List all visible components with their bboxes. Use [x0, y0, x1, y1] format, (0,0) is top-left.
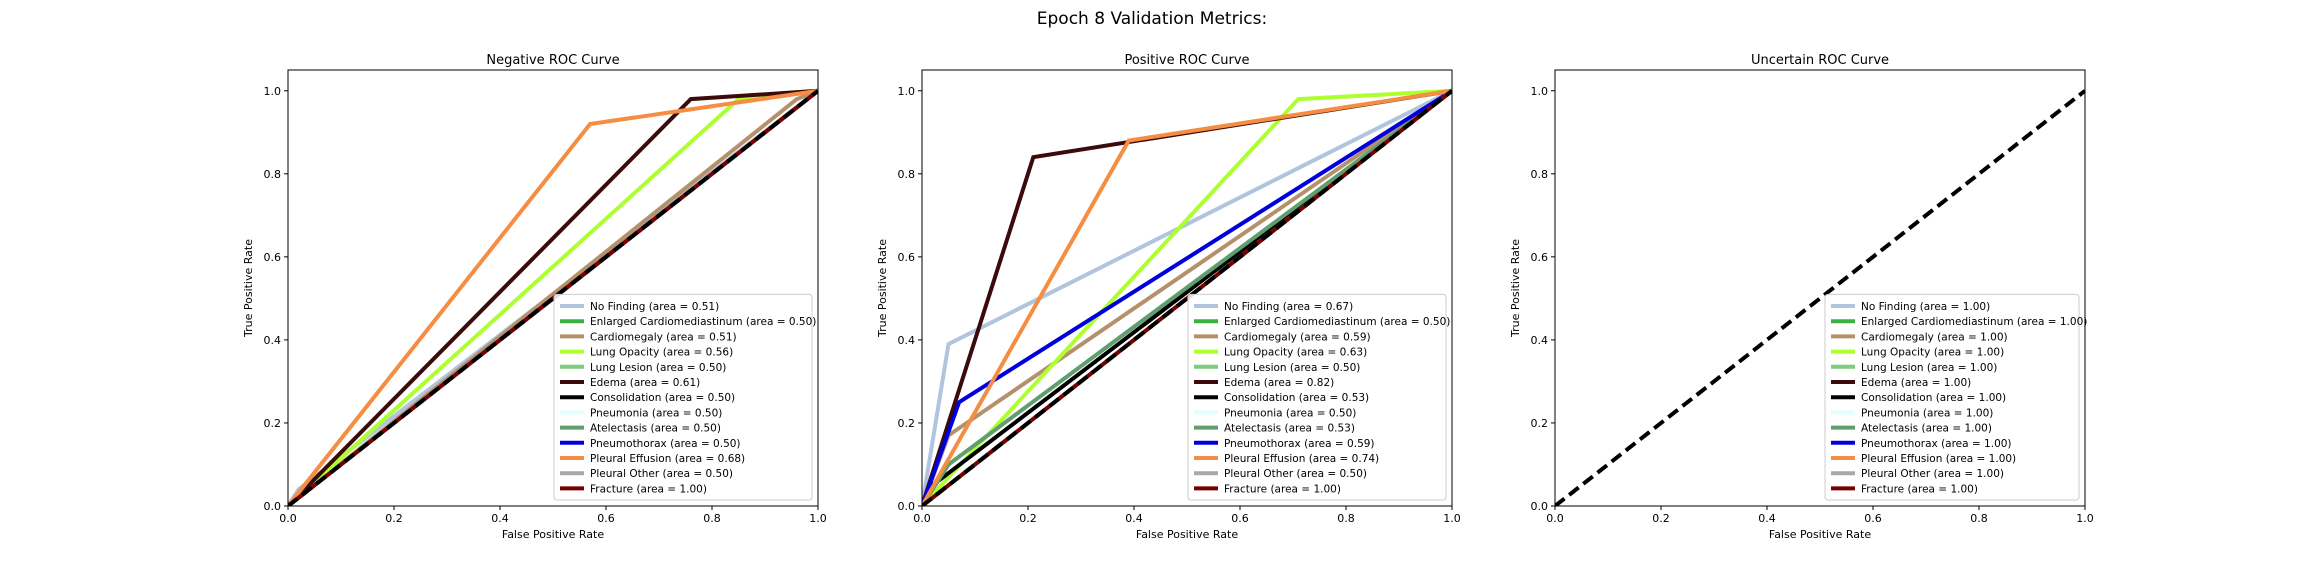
x-tick-label: 0.4 — [1125, 512, 1143, 525]
y-tick-label: 0.2 — [1531, 417, 1549, 430]
legend-entry: Lung Opacity (area = 1.00) — [1861, 347, 2004, 359]
y-tick-label: 1.0 — [1531, 85, 1549, 98]
legend: No Finding (area = 0.51) Enlarged Cardiom… — [554, 294, 816, 500]
y-tick-label: 0.4 — [264, 334, 282, 347]
x-tick-label: 0.6 — [597, 512, 615, 525]
legend-entry: Consolidation (area = 1.00) — [1861, 392, 2006, 404]
legend-entry: Edema (area = 1.00) — [1861, 377, 1971, 389]
x-tick-label: 0.4 — [491, 512, 509, 525]
legend-entry: Lung Opacity (area = 0.56) — [590, 347, 733, 359]
legend-entry: Pleural Other (area = 0.50) — [1224, 468, 1367, 480]
x-tick-label: 0.2 — [385, 512, 403, 525]
legend-entry: Lung Lesion (area = 1.00) — [1861, 362, 1997, 374]
chart-1: Negative ROC Curve 0.00.0 0.2 0.2 0.4 0.4 0.6 0… — [242, 53, 827, 541]
y-tick-label: 0.0 — [898, 500, 916, 513]
legend-entry: Fracture (area = 1.00) — [1224, 483, 1341, 495]
legend-entry: Lung Opacity (area = 0.63) — [1224, 347, 1367, 359]
legend-entry: Pleural Effusion (area = 1.00) — [1861, 453, 2016, 465]
y-tick-label: 0.2 — [898, 417, 916, 430]
chart-title: Uncertain ROC Curve — [1751, 53, 1889, 68]
legend-entry: Fracture (area = 1.00) — [590, 483, 707, 495]
x-axis-label: False Positive Rate — [502, 528, 604, 541]
x-tick-label: 1.0 — [809, 512, 827, 525]
legend-entry: Pneumonia (area = 0.50) — [1224, 407, 1356, 419]
legend-entry: Pneumothorax (area = 0.59) — [1224, 438, 1375, 450]
legend-entry: Pleural Other (area = 1.00) — [1861, 468, 2004, 480]
x-tick-label: 0.0 — [1546, 512, 1564, 525]
y-tick-label: 0.4 — [898, 334, 916, 347]
y-axis-label: True Positive Rate — [876, 239, 889, 338]
x-tick-label: 0.8 — [703, 512, 721, 525]
x-tick-label: 0.6 — [1231, 512, 1249, 525]
x-tick-label: 0.2 — [1019, 512, 1037, 525]
legend-entry: Atelectasis (area = 0.50) — [590, 423, 721, 435]
legend-entry: Pleural Effusion (area = 0.74) — [1224, 453, 1379, 465]
x-axis-label: False Positive Rate — [1136, 528, 1238, 541]
x-tick-label: 0.8 — [1970, 512, 1988, 525]
legend-entry: Pleural Effusion (area = 0.68) — [590, 453, 745, 465]
y-tick-label: 1.0 — [264, 85, 282, 98]
x-tick-label: 0.2 — [1652, 512, 1670, 525]
legend-entry: Atelectasis (area = 0.53) — [1224, 423, 1355, 435]
y-tick-label: 1.0 — [898, 85, 916, 98]
legend-entry: Cardiomegaly (area = 0.51) — [590, 331, 737, 343]
figure-title: Epoch 8 Validation Metrics: — [1037, 9, 1267, 29]
legend-entry: Cardiomegaly (area = 0.59) — [1224, 331, 1371, 343]
legend: No Finding (area = 0.67) Enlarged Cardiom… — [1188, 294, 1450, 500]
y-tick-label: 0.6 — [898, 251, 916, 264]
chart-title: Positive ROC Curve — [1124, 53, 1249, 68]
legend-entry: Pneumothorax (area = 0.50) — [590, 438, 741, 450]
legend-entry: Edema (area = 0.82) — [1224, 377, 1334, 389]
chart-title: Negative ROC Curve — [486, 53, 619, 68]
legend-entry: Edema (area = 0.61) — [590, 377, 700, 389]
legend-entry: Lung Lesion (area = 0.50) — [590, 362, 726, 374]
x-tick-label: 1.0 — [2076, 512, 2094, 525]
legend-entry: Enlarged Cardiomediastinum (area = 0.50) — [1224, 316, 1450, 328]
y-tick-label: 0.4 — [1531, 334, 1549, 347]
y-tick-label: 0.2 — [264, 417, 282, 430]
legend-entry: No Finding (area = 0.51) — [590, 301, 719, 313]
x-tick-label: 0.0 — [913, 512, 931, 525]
legend-entry: Pneumothorax (area = 1.00) — [1861, 438, 2012, 450]
legend-entry: Cardiomegaly (area = 1.00) — [1861, 331, 2008, 343]
legend: No Finding (area = 1.00) Enlarged Cardiom… — [1825, 294, 2087, 500]
legend-entry: Pneumonia (area = 1.00) — [1861, 407, 1993, 419]
legend-entry: Enlarged Cardiomediastinum (area = 0.50) — [590, 316, 816, 328]
legend-entry: Consolidation (area = 0.50) — [590, 392, 735, 404]
legend-entry: Consolidation (area = 0.53) — [1224, 392, 1369, 404]
legend-entry: Lung Lesion (area = 0.50) — [1224, 362, 1360, 374]
legend-entry: Atelectasis (area = 1.00) — [1861, 423, 1992, 435]
legend-entry: No Finding (area = 1.00) — [1861, 301, 1990, 313]
chart-2: Positive ROC Curve 0.00.0 0.2 0.2 0.4 0.4 0.6 0… — [876, 53, 1461, 541]
y-tick-label: 0.0 — [264, 500, 282, 513]
legend-entry: Fracture (area = 1.00) — [1861, 483, 1978, 495]
charts-container: Negative ROC Curve0.00.00.20.20.40.40.60… — [242, 53, 2094, 541]
x-tick-label: 0.8 — [1337, 512, 1355, 525]
legend-entry: Pneumonia (area = 0.50) — [590, 407, 722, 419]
x-axis-label: False Positive Rate — [1769, 528, 1871, 541]
y-tick-label: 0.6 — [1531, 251, 1549, 264]
legend-entry: Pleural Other (area = 0.50) — [590, 468, 733, 480]
y-tick-label: 0.8 — [264, 168, 282, 181]
x-tick-label: 0.6 — [1864, 512, 1882, 525]
y-tick-label: 0.0 — [1531, 500, 1549, 513]
legend-entry: Enlarged Cardiomediastinum (area = 1.00) — [1861, 316, 2087, 328]
y-axis-label: True Positive Rate — [1509, 239, 1522, 338]
chart-3: Uncertain ROC Curve 0.00.0 0.2 0.2 0.4 0.4 0.6… — [1509, 53, 2094, 541]
x-tick-label: 1.0 — [1443, 512, 1461, 525]
y-axis-label: True Positive Rate — [242, 239, 255, 338]
x-tick-label: 0.4 — [1758, 512, 1776, 525]
y-tick-label: 0.6 — [264, 251, 282, 264]
y-tick-label: 0.8 — [898, 168, 916, 181]
y-tick-label: 0.8 — [1531, 168, 1549, 181]
x-tick-label: 0.0 — [279, 512, 297, 525]
legend-entry: No Finding (area = 0.67) — [1224, 301, 1353, 313]
